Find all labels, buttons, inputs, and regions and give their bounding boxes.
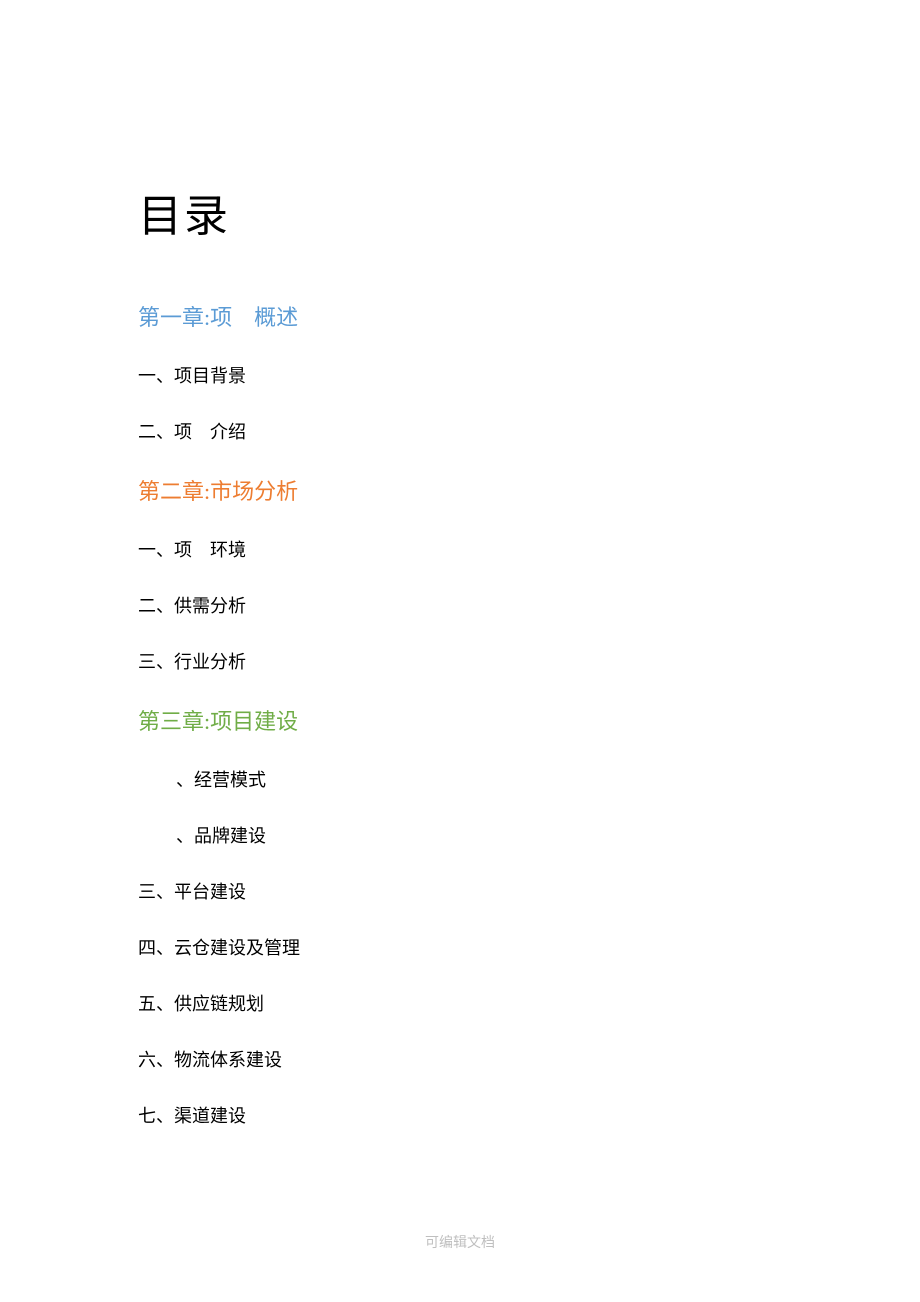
toc-item: 、经营模式 [138,766,920,792]
toc-title: 目录 [138,180,920,244]
chapter-heading-1: 第一章:项 概述 [138,300,920,332]
toc-item: 三、平台建设 [138,878,920,904]
chapter-heading-2: 第二章:市场分析 [138,474,920,506]
toc-item: 七、渠道建设 [138,1102,920,1128]
toc-item: 六、物流体系建设 [138,1046,920,1072]
toc-item: 二、项 介绍 [138,418,920,444]
toc-item: 三、行业分析 [138,648,920,674]
toc-item: 四、云仓建设及管理 [138,934,920,960]
toc-content: 第一章:项 概述一、项目背景二、项 介绍第二章:市场分析一、项 环境二、供需分析… [138,300,920,1128]
toc-item: 一、项目背景 [138,362,920,388]
document-page: 目录 第一章:项 概述一、项目背景二、项 介绍第二章:市场分析一、项 环境二、供… [0,0,920,1128]
toc-item: 二、供需分析 [138,592,920,618]
footer-text: 可编辑文档 [0,1232,920,1252]
toc-item: 五、供应链规划 [138,990,920,1016]
chapter-heading-3: 第三章:项目建设 [138,704,920,736]
toc-item: 、品牌建设 [138,822,920,848]
toc-item: 一、项 环境 [138,536,920,562]
